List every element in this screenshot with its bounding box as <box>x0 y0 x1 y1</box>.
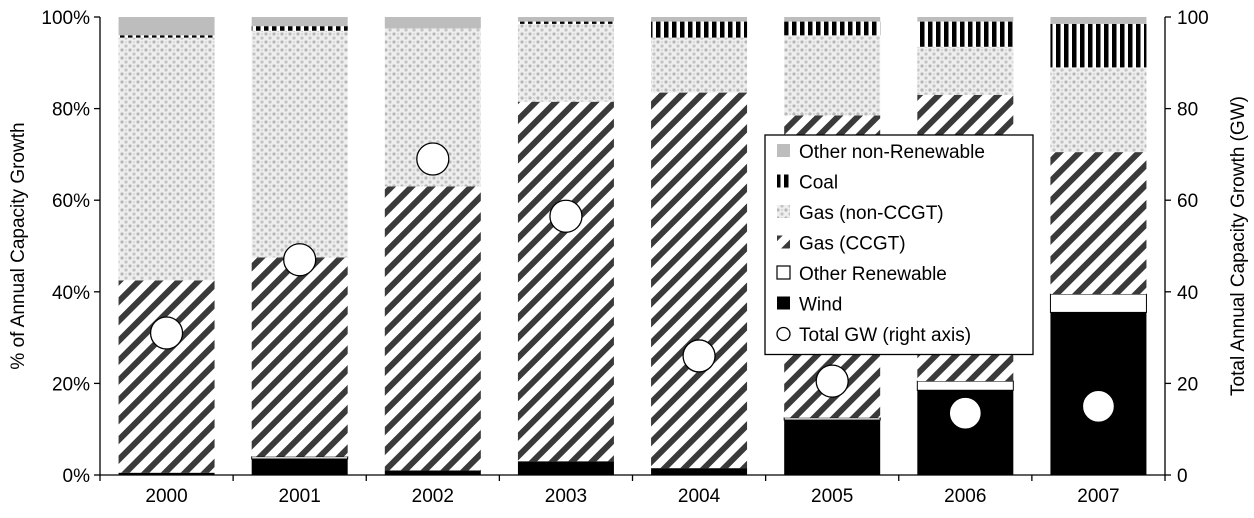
legend-label-other-non-renewable: Other non-Renewable <box>799 142 985 163</box>
bar-segment-gas-non-ccgt-2003 <box>517 23 614 102</box>
right-tick-label: 40 <box>1177 283 1198 304</box>
bar-segment-wind-2002 <box>384 470 481 475</box>
bar-segment-gas-ccgt-2007 <box>1050 152 1147 295</box>
right-tick-label: 0 <box>1177 466 1188 487</box>
bar-segment-other-non-renewable-2003 <box>517 17 614 22</box>
axes-layer: 0% 20% 40% 60% 80% 100% 0 20 40 60 80 100 2000 2001 20… <box>8 8 1249 507</box>
total-gw-marker-2001 <box>283 243 317 277</box>
bar-segment-gas-non-ccgt-2005 <box>784 35 881 116</box>
x-tick-label-2006: 2006 <box>944 486 986 507</box>
bar-segment-other-renewable-2006 <box>916 380 1014 391</box>
legend-label-coal: Coal <box>799 173 838 194</box>
bar-segment-other-non-renewable-2002 <box>384 17 481 29</box>
legend-swatch-other-non-renewable <box>777 144 790 157</box>
bar-segment-other-non-renewable-2004 <box>651 17 748 22</box>
bar-segment-other-renewable-2007 <box>1049 293 1147 313</box>
left-axis-title: % of Annual Capacity Growth <box>8 122 29 369</box>
legend-swatch-other-renewable <box>776 265 791 280</box>
bar-segment-gas-non-ccgt-2006 <box>917 46 1014 95</box>
bar-segment-other-non-renewable-2000 <box>118 17 215 36</box>
total-gw-marker-2007 <box>1081 389 1116 423</box>
legend-swatch-coal <box>777 174 790 188</box>
bar-segment-gas-ccgt-2003 <box>517 101 614 462</box>
markers-layer <box>149 142 1116 430</box>
bar-segment-other-non-renewable-2005 <box>784 17 881 22</box>
legend-label-wind: Wind <box>799 295 842 316</box>
bar-segment-wind-2000 <box>118 472 215 475</box>
bar-segment-gas-ccgt-2000 <box>118 280 215 473</box>
bar-segment-wind-2004 <box>651 468 748 475</box>
bar-segment-gas-ccgt-2002 <box>384 186 481 471</box>
x-tick-label-2001: 2001 <box>279 486 321 507</box>
left-tick-label: 0% <box>63 466 91 487</box>
total-gw-marker-2006 <box>948 396 982 430</box>
bar-segment-other-renewable-2005 <box>783 417 881 421</box>
bar-segment-wind-2005 <box>784 420 881 475</box>
legend-label-gas-non-ccgt: Gas (non-CCGT) <box>799 203 944 224</box>
bar-segment-wind-2001 <box>251 458 348 475</box>
legend-box <box>764 134 1034 356</box>
left-tick-label: 20% <box>52 374 90 395</box>
legend-label-gas-ccgt: Gas (CCGT) <box>799 234 906 255</box>
total-gw-marker-2004 <box>682 339 716 373</box>
bar-segment-coal-2003 <box>517 21 614 24</box>
bar-segment-coal-2007 <box>1050 23 1147 68</box>
bar-segment-other-renewable-2001 <box>251 456 349 460</box>
bar-segment-gas-non-ccgt-2007 <box>1050 67 1147 153</box>
bar-segment-gas-ccgt-2004 <box>651 92 748 469</box>
total-gw-marker-2002 <box>416 142 450 176</box>
x-tick-label-2002: 2002 <box>412 486 454 507</box>
bar-segment-gas-ccgt-2001 <box>251 257 348 457</box>
bar-segment-other-non-renewable-2001 <box>251 17 348 27</box>
bar-segment-coal-2006 <box>917 21 1014 47</box>
right-tick-label: 100 <box>1177 8 1209 29</box>
x-tick-label-2000: 2000 <box>145 486 187 507</box>
bar-segment-other-non-renewable-2006 <box>917 17 1014 22</box>
bar-segment-coal-2004 <box>651 21 748 38</box>
left-tick-label: 60% <box>52 191 90 212</box>
left-tick-label: 80% <box>52 100 90 121</box>
total-gw-marker-2005 <box>815 364 849 398</box>
right-tick-label: 20 <box>1177 374 1198 395</box>
bar-segment-coal-2000 <box>118 35 215 38</box>
x-tick-label-2005: 2005 <box>811 486 853 507</box>
legend-swatch-total-gw <box>776 326 791 342</box>
bar-segment-coal-2001 <box>251 26 348 31</box>
x-tick-label-2003: 2003 <box>545 486 587 507</box>
bar-segment-coal-2005 <box>784 21 881 36</box>
legend-swatch-wind <box>777 296 790 310</box>
bar-segment-wind-2003 <box>517 461 614 475</box>
legend: Other non-Renewable Coal Gas (non-CCGT) Gas… <box>764 134 1034 356</box>
x-tick-label-2004: 2004 <box>678 486 721 507</box>
total-gw-marker-2000 <box>149 316 184 350</box>
total-gw-marker-2003 <box>549 199 583 233</box>
right-tick-label: 80 <box>1177 100 1198 121</box>
x-tick-label-2007: 2007 <box>1077 486 1119 507</box>
bar-segment-gas-non-ccgt-2004 <box>651 37 748 93</box>
bar-segment-gas-non-ccgt-2001 <box>251 30 348 258</box>
right-tick-label: 60 <box>1177 191 1198 212</box>
left-tick-label: 40% <box>52 283 90 304</box>
left-tick-label: 100% <box>41 8 90 29</box>
bar-segment-gas-non-ccgt-2000 <box>118 37 215 281</box>
bar-segment-other-non-renewable-2007 <box>1050 17 1147 24</box>
right-axis-title: Total Annual Capacity Growth (GW) <box>1228 96 1249 396</box>
legend-label-other-renewable: Other Renewable <box>799 264 947 285</box>
legend-label-total-gw-right-axis: Total GW (right axis) <box>799 325 971 346</box>
legend-swatch-gas-ccgt <box>777 235 790 249</box>
legend-swatch-gas-non-ccgt <box>777 205 790 218</box>
